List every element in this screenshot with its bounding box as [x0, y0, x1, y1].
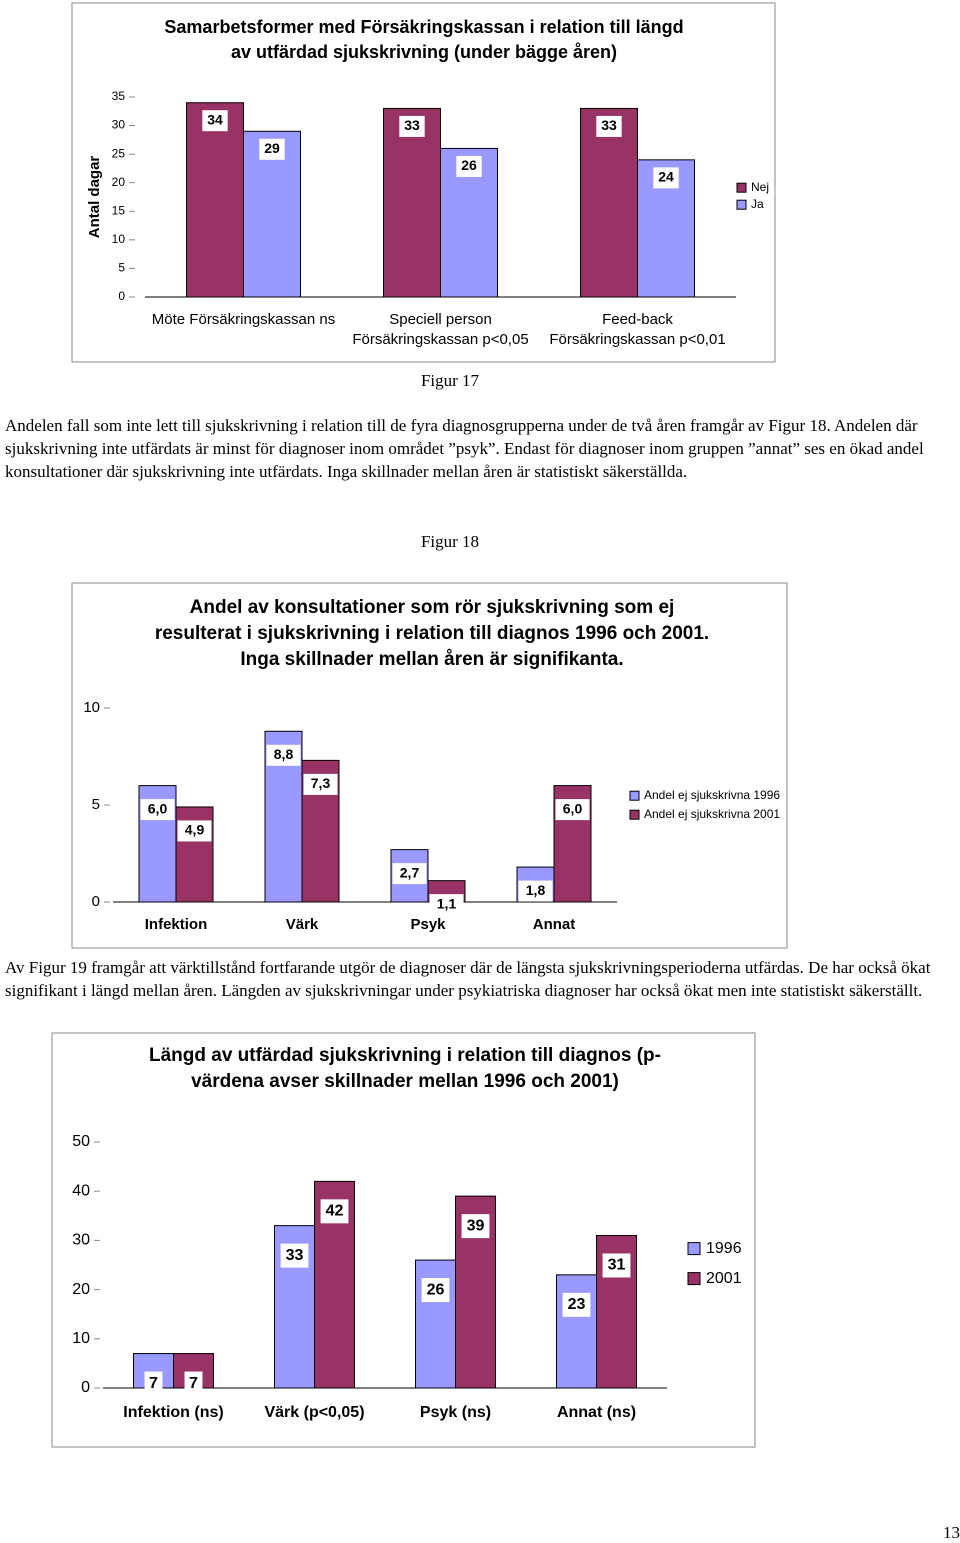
y-tick-label: 20	[72, 1281, 90, 1298]
value-label-bg	[177, 820, 212, 842]
value-label: 33	[601, 117, 617, 133]
value-label-bg	[555, 799, 590, 821]
value-label-bg	[140, 799, 175, 821]
value-label-bg	[259, 138, 285, 160]
legend-swatch	[629, 809, 640, 820]
value-label: 1,1	[437, 895, 457, 911]
value-label: 39	[467, 1217, 485, 1234]
y-tick-label: 20	[112, 175, 126, 189]
x-tick-label: Annat	[533, 916, 576, 933]
y-tick-label: 30	[112, 118, 126, 132]
value-label-bg	[518, 880, 553, 902]
x-tick-label: Infektion	[145, 916, 208, 933]
value-label-bg	[596, 115, 622, 137]
value-label-bg	[461, 1214, 490, 1239]
y-tick-label: 5	[118, 261, 125, 275]
bar	[556, 1274, 597, 1389]
paragraph: Andelen fall som inte lett till sjukskri…	[5, 416, 924, 481]
x-tick-label: Speciell person Försäkringskassan p<0,05	[352, 311, 529, 348]
value-label: 34	[207, 111, 223, 127]
value-label: 42	[326, 1203, 344, 1220]
x-tick-label: Psyk (ns)	[420, 1404, 491, 1421]
value-label-bg	[456, 155, 482, 177]
value-label: 33	[286, 1247, 304, 1264]
value-label-bg	[184, 1371, 203, 1396]
caption: Figur 18	[420, 532, 480, 551]
x-tick-label: Infektion (ns)	[123, 1404, 223, 1421]
legend-swatch	[687, 1242, 701, 1256]
value-label: 6,0	[148, 800, 168, 816]
value-label: 33	[404, 117, 420, 133]
legend-label: Andel ej sjukskrivna 2001	[644, 807, 780, 821]
y-tick-label: 0	[81, 1379, 90, 1396]
y-tick-label: 10	[83, 699, 100, 716]
value-label: 24	[658, 169, 674, 185]
value-label-bg	[202, 110, 228, 132]
value-label: 7	[189, 1375, 198, 1392]
bar	[186, 102, 244, 298]
value-label: 29	[264, 140, 280, 156]
y-tick-label: 0	[92, 893, 100, 910]
value-label-bg	[144, 1371, 163, 1396]
legend-swatch	[629, 790, 640, 801]
y-tick-label: 25	[112, 146, 126, 160]
legend-label: Ja	[751, 197, 764, 211]
x-tick-label: Annat (ns)	[557, 1404, 636, 1421]
legend-label: 1996	[706, 1240, 742, 1257]
value-label-bg	[399, 115, 425, 137]
value-label: 4,9	[185, 822, 205, 838]
value-label: 26	[461, 157, 477, 173]
x-tick-label: Möte Försäkringskassan ns	[151, 311, 336, 328]
y-tick-label: 10	[72, 1330, 90, 1347]
x-tick-label: Feed-back Försäkringskassan p<0,01	[549, 311, 726, 348]
chart-title: Längd av utfärdad sjukskrivning i relati…	[148, 1045, 661, 1092]
value-label-bg	[392, 863, 427, 885]
legend-swatch	[687, 1272, 701, 1286]
legend-swatch	[736, 182, 747, 193]
chart-title: Samarbetsformer med Försäkringskassan i …	[164, 17, 684, 62]
value-label: 1,8	[526, 882, 546, 898]
y-tick-label: 10	[112, 232, 126, 246]
value-label-bg	[421, 1278, 450, 1303]
y-tick-label: 40	[72, 1182, 90, 1199]
value-label-bg	[562, 1292, 591, 1317]
value-label-bg	[602, 1253, 631, 1278]
value-label-bg	[653, 167, 679, 189]
value-label: 2,7	[400, 864, 420, 880]
legend-label: Andel ej sjukskrivna 1996	[644, 788, 780, 802]
legend-label: Nej	[751, 180, 769, 194]
value-label: 23	[568, 1296, 586, 1313]
y-tick-label: 35	[112, 89, 126, 103]
value-label: 31	[608, 1257, 626, 1274]
y-tick-label: 15	[112, 203, 126, 217]
value-label: 6,0	[563, 800, 583, 816]
y-tick-label: 30	[72, 1232, 90, 1249]
value-label: 26	[427, 1281, 445, 1298]
caption: Figur 17	[420, 371, 480, 390]
value-label-bg	[303, 773, 338, 795]
y-tick-label: 50	[72, 1133, 90, 1150]
y-axis-label: Antal dagar	[86, 156, 103, 239]
value-label: 8,8	[274, 746, 294, 762]
value-label: 7	[149, 1375, 158, 1392]
x-tick-label: Psyk	[410, 916, 446, 933]
x-tick-label: Värk	[286, 916, 319, 933]
paragraph: Av Figur 19 framgår att värktillstånd fo…	[5, 958, 931, 1000]
chart-title: Andel av konsultationer som rör sjukskri…	[154, 597, 710, 670]
value-label: 7,3	[311, 775, 331, 791]
page-number: 13	[943, 1523, 960, 1542]
x-tick-label: Värk (p<0,05)	[264, 1404, 364, 1421]
value-label-bg	[320, 1199, 349, 1224]
legend-swatch	[736, 199, 747, 210]
legend-label: 2001	[706, 1270, 742, 1287]
y-tick-label: 5	[92, 796, 100, 813]
value-label-bg	[429, 894, 464, 916]
y-tick-label: 0	[118, 289, 125, 303]
value-label-bg	[266, 744, 301, 766]
value-label-bg	[280, 1243, 309, 1268]
